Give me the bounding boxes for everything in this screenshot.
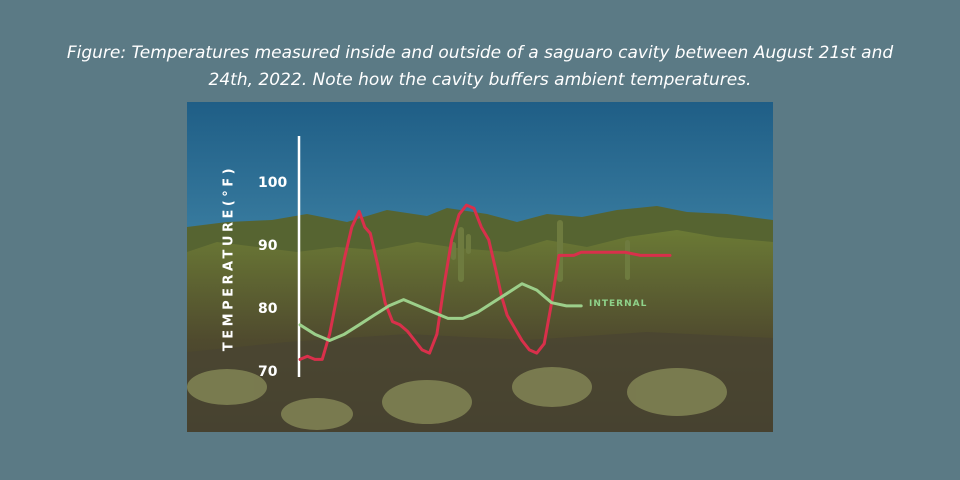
saguaro-arm (466, 234, 471, 254)
saguaro-cactus (557, 220, 563, 282)
chart-figure (187, 102, 773, 432)
internal-series-line (298, 282, 583, 342)
desert-photo-background (187, 102, 773, 432)
y-axis-label: TEMPERATURE(°F) (221, 164, 237, 352)
y-tick-label: 100 (258, 175, 288, 191)
y-tick-label: 70 (258, 364, 278, 380)
shrub (187, 369, 267, 405)
shrub (512, 367, 592, 407)
y-tick-label: 90 (258, 238, 278, 254)
saguaro-arm (451, 242, 456, 260)
temperature-chart (187, 102, 773, 432)
saguaro-cactus (458, 227, 464, 282)
shrub (382, 380, 472, 424)
figure-caption: Figure: Temperatures measured inside and… (66, 43, 894, 90)
saguaro-cactus (625, 240, 630, 280)
saguaro-cacti (451, 220, 630, 282)
series-layer (298, 203, 672, 361)
desert-shrubs (187, 367, 727, 430)
shrub (627, 368, 727, 416)
shrub (281, 398, 353, 430)
internal-series-label: INTERNAL (589, 299, 648, 309)
y-tick-label: 80 (258, 301, 278, 317)
